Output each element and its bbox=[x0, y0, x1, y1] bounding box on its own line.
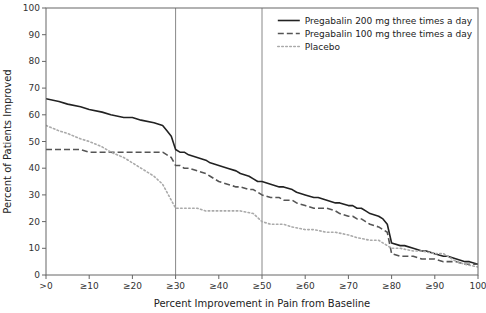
y-tick bbox=[42, 221, 46, 222]
x-tick bbox=[478, 275, 479, 279]
y-tick-label: 70 bbox=[29, 83, 41, 93]
axes: >0 ≥10 ≥20 ≥30 ≥40 ≥50 ≥60 ≥70 ≥80 ≥90 100 0 10 20 30 4… bbox=[23, 3, 486, 291]
x-tick-label: ≥20 bbox=[123, 281, 142, 291]
x-tick-label: ≥70 bbox=[339, 281, 358, 291]
x-tick bbox=[218, 275, 219, 279]
y-tick bbox=[42, 88, 46, 89]
legend-swatch bbox=[278, 33, 300, 35]
series-line bbox=[46, 150, 478, 265]
x-tick bbox=[89, 275, 90, 279]
x-tick bbox=[434, 275, 435, 279]
y-tick-label: 90 bbox=[29, 30, 41, 40]
series-line bbox=[46, 99, 478, 265]
y-tick-label: 30 bbox=[29, 190, 41, 200]
chart: >0 ≥10 ≥20 ≥30 ≥40 ≥50 ≥60 ≥70 ≥80 ≥90 100 0 10 20 30 4… bbox=[0, 0, 486, 313]
x-tick-label: ≥90 bbox=[425, 281, 444, 291]
plot-area bbox=[46, 8, 478, 275]
y-tick-label: 20 bbox=[29, 217, 41, 227]
plot-frame bbox=[46, 8, 478, 275]
legend-swatch bbox=[278, 20, 300, 22]
x-tick bbox=[391, 275, 392, 279]
series-line bbox=[46, 125, 478, 267]
y-tick-label: 100 bbox=[23, 3, 40, 13]
y-tick-label: 10 bbox=[29, 243, 41, 253]
reference-line bbox=[175, 8, 176, 275]
y-tick-label: 0 bbox=[34, 270, 40, 280]
legend-label: Pregabalin 200 mg three times a day bbox=[305, 16, 473, 26]
x-tick-label: ≥10 bbox=[80, 281, 99, 291]
x-tick-label: ≥50 bbox=[253, 281, 272, 291]
y-axis-label: Percent of Patients Improved bbox=[2, 69, 13, 213]
x-tick-label: >0 bbox=[39, 281, 53, 291]
y-tick-label: 40 bbox=[29, 163, 41, 173]
y-tick bbox=[42, 114, 46, 115]
x-tick-label: ≥40 bbox=[209, 281, 228, 291]
x-tick bbox=[262, 275, 263, 279]
y-tick bbox=[42, 34, 46, 35]
x-tick bbox=[46, 275, 47, 279]
legend-swatch bbox=[278, 46, 300, 48]
x-tick-label: 100 bbox=[469, 281, 486, 291]
x-tick bbox=[305, 275, 306, 279]
y-tick-label: 60 bbox=[29, 110, 41, 120]
reference-line bbox=[262, 8, 263, 275]
legend: Pregabalin 200 mg three times a day Prega… bbox=[278, 16, 473, 52]
y-tick bbox=[42, 141, 46, 142]
y-tick bbox=[42, 61, 46, 62]
x-tick-label: ≥30 bbox=[166, 281, 185, 291]
y-tick bbox=[42, 8, 46, 9]
legend-label: Pregabalin 100 mg three times a day bbox=[305, 29, 473, 39]
x-tick bbox=[132, 275, 133, 279]
x-tick bbox=[175, 275, 176, 279]
legend-label: Placebo bbox=[305, 42, 341, 52]
x-tick-label: ≥60 bbox=[296, 281, 315, 291]
y-tick bbox=[42, 168, 46, 169]
y-tick bbox=[42, 194, 46, 195]
y-tick-label: 50 bbox=[29, 137, 41, 147]
x-axis-label: Percent Improvement in Pain from Baselin… bbox=[154, 298, 370, 309]
y-tick bbox=[42, 275, 46, 276]
background bbox=[0, 0, 486, 313]
y-tick-label: 80 bbox=[29, 56, 41, 66]
y-tick bbox=[42, 248, 46, 249]
x-tick bbox=[348, 275, 349, 279]
x-tick-label: ≥80 bbox=[382, 281, 401, 291]
